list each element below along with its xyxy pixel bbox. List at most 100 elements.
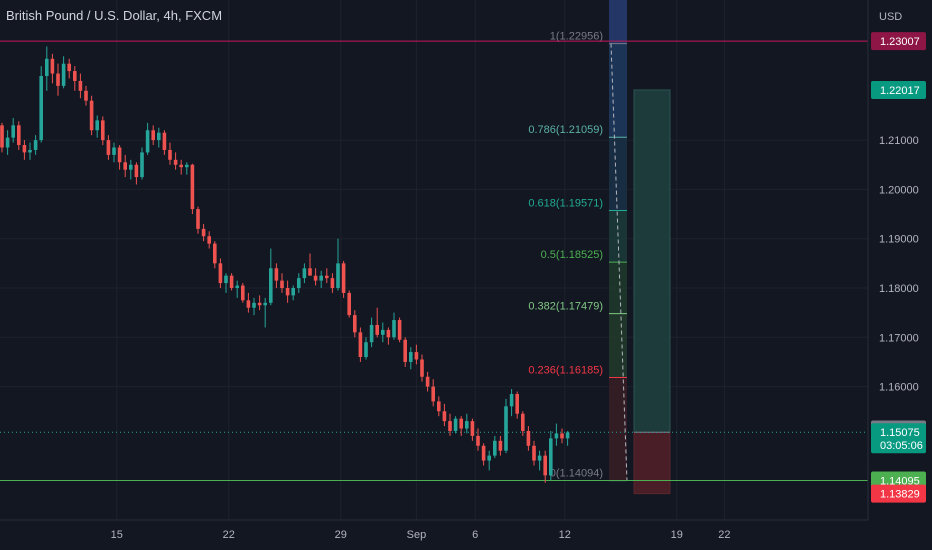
candle-body xyxy=(28,149,32,153)
candle-body xyxy=(560,433,564,439)
candle-body xyxy=(229,275,234,288)
candle-body xyxy=(543,455,547,476)
candle-body xyxy=(521,413,525,431)
candle-body xyxy=(213,243,217,264)
candle-body xyxy=(252,302,256,308)
fib-zone xyxy=(609,313,627,378)
candle-body xyxy=(504,406,508,451)
y-tick-label: 1.20000 xyxy=(879,184,919,196)
candle-body xyxy=(134,164,139,178)
position-loss-zone xyxy=(633,431,671,495)
candle-body xyxy=(386,329,391,338)
candle-body xyxy=(274,268,279,281)
x-tick-label: 22 xyxy=(223,529,235,541)
price-badge xyxy=(871,32,926,51)
candle-body xyxy=(0,125,4,148)
price-badge-text: 1.15075 xyxy=(880,427,920,439)
x-tick-label: 19 xyxy=(671,529,683,541)
candle-body xyxy=(442,411,447,422)
candle-body xyxy=(78,80,83,91)
candles xyxy=(0,46,570,483)
fib-extension-zone xyxy=(609,0,627,44)
x-tick-label: 6 xyxy=(472,529,478,541)
candle-body xyxy=(336,263,340,288)
candle-body xyxy=(487,455,491,461)
candle-body xyxy=(375,324,379,335)
fib-level-label: 0.786(1.21059) xyxy=(528,124,603,136)
candle-body xyxy=(302,268,307,279)
x-tick-label: 29 xyxy=(335,529,347,541)
fib-level-label: 0.236(1.16185) xyxy=(528,364,603,376)
candle-body xyxy=(465,421,469,429)
candle-body xyxy=(549,438,553,476)
candle-body xyxy=(403,339,407,362)
candle-body xyxy=(341,263,346,293)
candle-body xyxy=(414,352,419,360)
fib-level-label: 0.5(1.18525) xyxy=(541,249,603,261)
candle-body xyxy=(554,433,559,439)
x-tick-label: 22 xyxy=(718,529,730,541)
candle-body xyxy=(353,315,357,333)
price-badge-text: 1.14095 xyxy=(880,476,920,488)
y-tick-label: 1.19000 xyxy=(879,234,919,246)
candle-body xyxy=(201,228,206,237)
candle-body xyxy=(297,278,301,288)
candle-body xyxy=(162,132,167,150)
price-badge-text: 1.22017 xyxy=(880,85,920,97)
candle-body xyxy=(151,130,155,141)
fib-level-label: 0.618(1.19571) xyxy=(528,198,603,210)
x-tick-label: 15 xyxy=(111,529,123,541)
candle-body xyxy=(358,332,363,358)
candle-body xyxy=(347,292,351,316)
candle-body xyxy=(285,288,290,296)
candle-body xyxy=(537,455,542,461)
candle-body xyxy=(61,63,66,86)
candle-body xyxy=(5,137,10,148)
candle-body xyxy=(73,71,77,81)
candle-body xyxy=(369,324,374,343)
price-badge-countdown: 03:05:06 xyxy=(880,440,923,452)
candle-body xyxy=(196,209,200,229)
candle-body xyxy=(45,58,49,77)
candle-body xyxy=(437,401,441,412)
candle-body xyxy=(257,302,262,306)
candle-body xyxy=(269,268,273,303)
candle-body xyxy=(532,445,536,461)
candle-body xyxy=(481,445,486,461)
candle-body xyxy=(112,147,116,155)
candle-body xyxy=(565,432,570,439)
candle-body xyxy=(459,418,463,429)
candle-body xyxy=(179,164,183,168)
candle-body xyxy=(95,120,99,131)
position-profit-zone xyxy=(633,89,671,433)
fib-trend-line xyxy=(610,43,628,481)
x-tick-label: Sep xyxy=(407,529,427,541)
candle-body xyxy=(431,386,435,402)
candle-body xyxy=(190,164,195,210)
candle-body xyxy=(22,145,27,153)
candle-body xyxy=(185,164,189,168)
candle-body xyxy=(308,268,312,276)
candle-body xyxy=(470,421,475,436)
candle-body xyxy=(11,125,15,138)
price-badge xyxy=(871,80,926,99)
candle-body xyxy=(280,280,284,288)
candle-body xyxy=(392,320,396,338)
candle-body xyxy=(17,125,21,146)
candle-body xyxy=(509,393,514,407)
candle-body xyxy=(319,275,323,281)
candle-body xyxy=(263,302,267,306)
candle-body xyxy=(420,359,424,377)
y-tick-label: 1.21000 xyxy=(879,135,919,147)
candle-body xyxy=(241,285,245,301)
candle-body xyxy=(56,73,60,86)
candle-body xyxy=(493,440,497,456)
candle-body xyxy=(515,393,519,414)
candle-body xyxy=(526,430,531,446)
candle-body xyxy=(218,263,223,284)
candle-body xyxy=(140,152,144,178)
candle-body xyxy=(207,236,211,244)
